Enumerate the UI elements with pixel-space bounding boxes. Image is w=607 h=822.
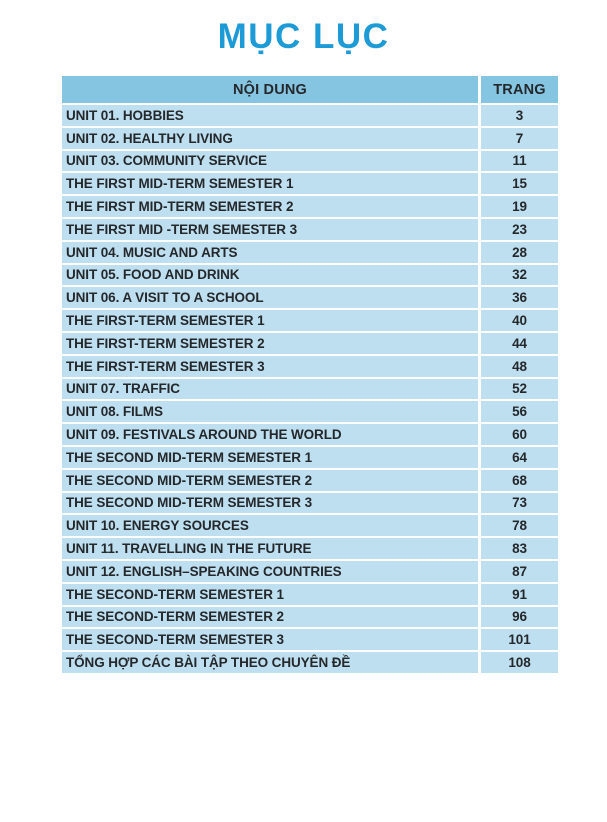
table-row: THE FIRST MID-TERM SEMESTER 2 19: [62, 196, 558, 217]
row-content: THE SECOND MID-TERM SEMESTER 3: [62, 492, 478, 514]
row-page: 91: [481, 583, 558, 605]
row-page: 28: [481, 241, 558, 263]
toc-table: NỘI DUNG TRANG UNIT 01. HOBBIES 3 UNIT 0…: [59, 74, 561, 675]
row-content: THE SECOND MID-TERM SEMESTER 2: [62, 469, 478, 491]
table-row: UNIT 05. FOOD AND DRINK 32: [62, 264, 558, 286]
row-content: UNIT 10. ENERGY SOURCES: [62, 515, 478, 537]
table-row: UNIT 12. ENGLISH–SPEAKING COUNTRIES 87: [62, 560, 558, 582]
row-content: THE SECOND-TERM SEMESTER 3: [62, 629, 478, 651]
table-row: UNIT 06. A VISIT TO A SCHOOL 36: [62, 287, 558, 309]
table-row: THE FIRST-TERM SEMESTER 2 44: [62, 332, 558, 354]
row-content: UNIT 04. MUSIC AND ARTS: [62, 241, 478, 263]
page-title: MỤC LỤC: [217, 17, 390, 56]
table-row: UNIT 11. TRAVELLING IN THE FUTURE 83: [62, 538, 558, 559]
row-content: THE FIRST-TERM SEMESTER 3: [62, 355, 478, 377]
row-page: 7: [481, 127, 558, 149]
toc-header-content: NỘI DUNG: [62, 76, 478, 103]
row-content: THE SECOND-TERM SEMESTER 2: [62, 606, 478, 628]
table-row: THE SECOND-TERM SEMESTER 2 96: [62, 606, 558, 628]
row-page: 40: [481, 310, 558, 331]
row-page: 83: [481, 538, 558, 559]
row-content: THE FIRST MID-TERM SEMESTER 2: [62, 196, 478, 217]
toc-header-page: TRANG: [481, 76, 558, 103]
row-page: 64: [481, 446, 558, 468]
row-page: 73: [481, 492, 558, 514]
row-content: THE SECOND MID-TERM SEMESTER 1: [62, 446, 478, 468]
row-content: UNIT 11. TRAVELLING IN THE FUTURE: [62, 538, 478, 559]
table-row: TỔNG HỢP CÁC BÀI TẬP THEO CHUYÊN ĐỀ 108: [62, 652, 558, 673]
row-page: 60: [481, 424, 558, 445]
table-row: THE SECOND MID-TERM SEMESTER 1 64: [62, 446, 558, 468]
row-content: UNIT 01. HOBBIES: [62, 105, 478, 126]
row-page: 23: [481, 218, 558, 240]
row-page: 48: [481, 355, 558, 377]
row-content: THE FIRST MID-TERM SEMESTER 1: [62, 173, 478, 195]
toc-header-row: NỘI DUNG TRANG: [62, 76, 558, 103]
row-content: UNIT 03. COMMUNITY SERVICE: [62, 150, 478, 172]
row-page: 52: [481, 378, 558, 400]
row-page: 87: [481, 560, 558, 582]
row-content: THE FIRST-TERM SEMESTER 2: [62, 332, 478, 354]
row-page: 15: [481, 173, 558, 195]
table-row: UNIT 10. ENERGY SOURCES 78: [62, 515, 558, 537]
table-row: THE SECOND-TERM SEMESTER 3 101: [62, 629, 558, 651]
row-page: 101: [481, 629, 558, 651]
row-page: 96: [481, 606, 558, 628]
table-row: UNIT 07. TRAFFIC 52: [62, 378, 558, 400]
table-row: UNIT 09. FESTIVALS AROUND THE WORLD 60: [62, 424, 558, 445]
row-content: UNIT 08. FILMS: [62, 401, 478, 423]
table-row: UNIT 04. MUSIC AND ARTS 28: [62, 241, 558, 263]
row-content: THE FIRST-TERM SEMESTER 1: [62, 310, 478, 331]
table-row: THE SECOND MID-TERM SEMESTER 3 73: [62, 492, 558, 514]
table-row: THE SECOND MID-TERM SEMESTER 2 68: [62, 469, 558, 491]
table-row: THE FIRST-TERM SEMESTER 3 48: [62, 355, 558, 377]
table-row: THE FIRST MID -TERM SEMESTER 3 23: [62, 218, 558, 240]
row-page: 19: [481, 196, 558, 217]
table-row: THE FIRST MID-TERM SEMESTER 1 15: [62, 173, 558, 195]
row-content: UNIT 02. HEALTHY LIVING: [62, 127, 478, 149]
row-content: UNIT 05. FOOD AND DRINK: [62, 264, 478, 286]
row-page: 68: [481, 469, 558, 491]
row-page: 56: [481, 401, 558, 423]
row-content: UNIT 06. A VISIT TO A SCHOOL: [62, 287, 478, 309]
row-page: 108: [481, 652, 558, 673]
row-page: 44: [481, 332, 558, 354]
row-content: TỔNG HỢP CÁC BÀI TẬP THEO CHUYÊN ĐỀ: [62, 652, 478, 673]
toc-body: UNIT 01. HOBBIES 3 UNIT 02. HEALTHY LIVI…: [62, 105, 558, 673]
row-page: 3: [481, 105, 558, 126]
row-content: THE FIRST MID -TERM SEMESTER 3: [62, 218, 478, 240]
table-row: UNIT 01. HOBBIES 3: [62, 105, 558, 126]
table-row: UNIT 03. COMMUNITY SERVICE 11: [62, 150, 558, 172]
table-row: THE FIRST-TERM SEMESTER 1 40: [62, 310, 558, 331]
row-page: 32: [481, 264, 558, 286]
row-page: 78: [481, 515, 558, 537]
toc-table-container: NỘI DUNG TRANG UNIT 01. HOBBIES 3 UNIT 0…: [59, 74, 561, 675]
row-content: UNIT 07. TRAFFIC: [62, 378, 478, 400]
row-page: 11: [481, 150, 558, 172]
table-row: UNIT 02. HEALTHY LIVING 7: [62, 127, 558, 149]
table-row: UNIT 08. FILMS 56: [62, 401, 558, 423]
table-row: THE SECOND-TERM SEMESTER 1 91: [62, 583, 558, 605]
row-content: THE SECOND-TERM SEMESTER 1: [62, 583, 478, 605]
row-page: 36: [481, 287, 558, 309]
row-content: UNIT 09. FESTIVALS AROUND THE WORLD: [62, 424, 478, 445]
row-content: UNIT 12. ENGLISH–SPEAKING COUNTRIES: [62, 560, 478, 582]
